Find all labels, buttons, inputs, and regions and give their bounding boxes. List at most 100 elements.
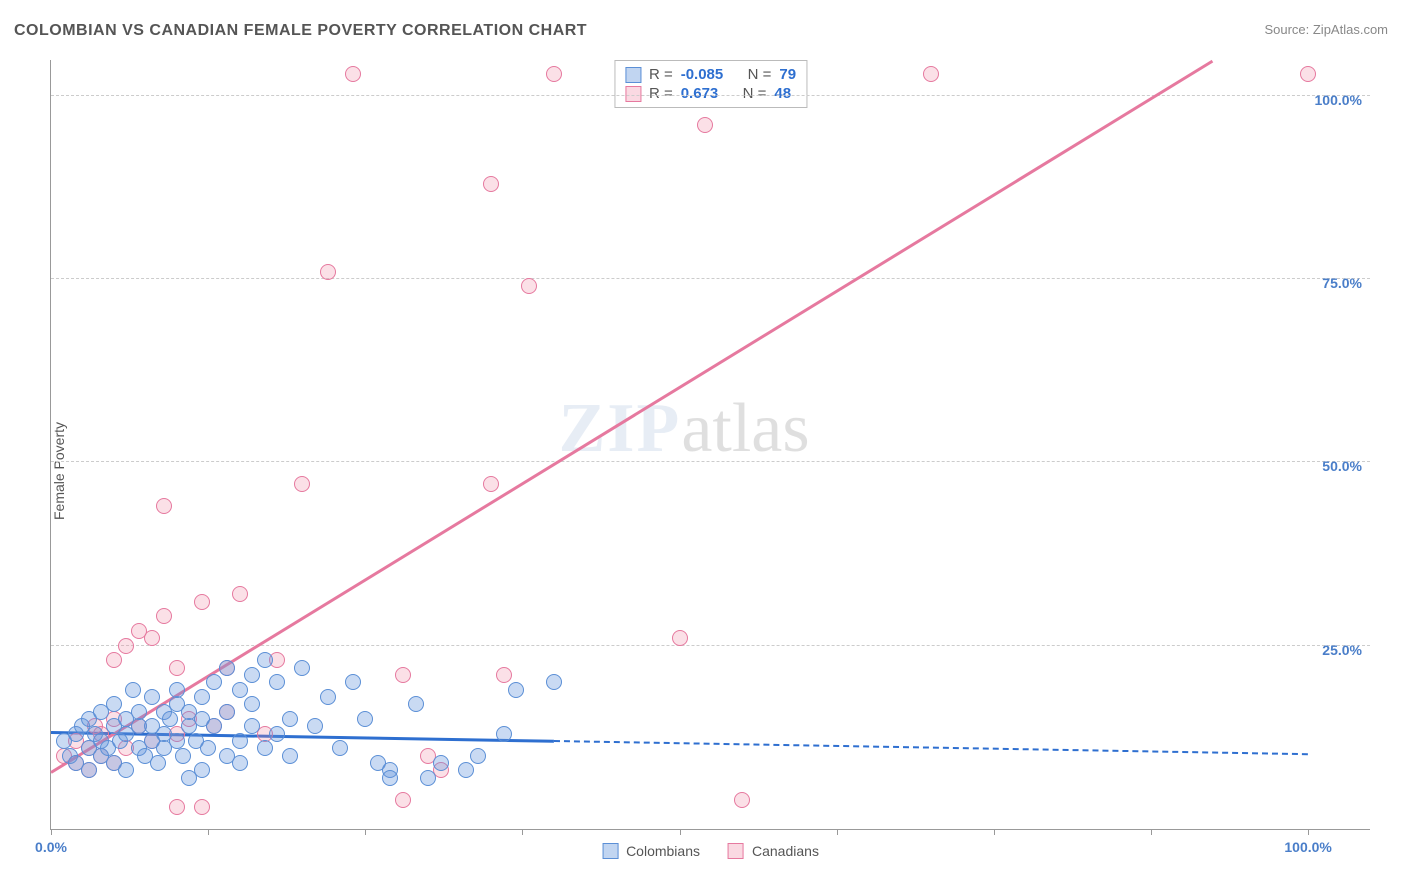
data-point xyxy=(345,66,361,82)
data-point xyxy=(106,696,122,712)
data-point xyxy=(125,682,141,698)
data-point xyxy=(395,667,411,683)
data-point xyxy=(144,630,160,646)
chart-area: ZIPatlas R =-0.085 N =79R =0.673 N =48 C… xyxy=(50,60,1370,830)
trend-line xyxy=(554,740,1308,755)
data-point xyxy=(169,660,185,676)
data-point xyxy=(320,264,336,280)
data-point xyxy=(332,740,348,756)
data-point xyxy=(156,498,172,514)
data-point xyxy=(697,117,713,133)
legend-item: Colombians xyxy=(602,843,700,859)
data-point xyxy=(546,66,562,82)
data-point xyxy=(282,748,298,764)
data-point xyxy=(408,696,424,712)
data-point xyxy=(420,770,436,786)
data-point xyxy=(175,748,191,764)
data-point xyxy=(546,674,562,690)
n-label: N = xyxy=(743,85,767,102)
swatch-icon xyxy=(602,843,618,859)
data-point xyxy=(470,748,486,764)
legend-item: Canadians xyxy=(728,843,819,859)
data-point xyxy=(219,704,235,720)
watermark: ZIPatlas xyxy=(559,389,810,469)
x-tick xyxy=(1308,829,1309,835)
data-point xyxy=(294,476,310,492)
x-tick xyxy=(365,829,366,835)
n-value: 48 xyxy=(774,85,791,102)
data-point xyxy=(194,594,210,610)
data-point xyxy=(483,476,499,492)
x-tick xyxy=(522,829,523,835)
data-point xyxy=(144,689,160,705)
n-value: 79 xyxy=(779,66,796,83)
data-point xyxy=(194,799,210,815)
data-point xyxy=(169,682,185,698)
data-point xyxy=(156,608,172,624)
gridline xyxy=(51,461,1370,462)
source-label: Source: ZipAtlas.com xyxy=(1264,22,1388,37)
swatch-icon xyxy=(625,67,641,83)
swatch-icon xyxy=(728,843,744,859)
data-point xyxy=(307,718,323,734)
data-point xyxy=(169,733,185,749)
data-point xyxy=(1300,66,1316,82)
x-tick xyxy=(994,829,995,835)
y-tick-label: 25.0% xyxy=(1322,642,1362,658)
r-value: 0.673 xyxy=(681,85,719,102)
data-point xyxy=(257,740,273,756)
data-point xyxy=(458,762,474,778)
data-point xyxy=(106,652,122,668)
data-point xyxy=(206,718,222,734)
gridline xyxy=(51,95,1370,96)
legend-label: Canadians xyxy=(752,843,819,859)
data-point xyxy=(232,682,248,698)
data-point xyxy=(118,638,134,654)
data-point xyxy=(232,733,248,749)
data-point xyxy=(244,696,260,712)
data-point xyxy=(483,176,499,192)
data-point xyxy=(269,674,285,690)
data-point xyxy=(118,762,134,778)
data-point xyxy=(282,711,298,727)
stats-box: R =-0.085 N =79R =0.673 N =48 xyxy=(614,60,807,108)
data-point xyxy=(194,689,210,705)
x-tick-label: 0.0% xyxy=(35,839,67,855)
swatch-icon xyxy=(625,86,641,102)
data-point xyxy=(194,762,210,778)
data-point xyxy=(200,740,216,756)
data-point xyxy=(357,711,373,727)
data-point xyxy=(81,762,97,778)
gridline xyxy=(51,645,1370,646)
data-point xyxy=(169,799,185,815)
stats-row: R = -0.085 N = 79 xyxy=(625,65,796,84)
data-point xyxy=(508,682,524,698)
data-point xyxy=(244,667,260,683)
r-value: -0.085 xyxy=(681,66,724,83)
data-point xyxy=(232,586,248,602)
r-label: R = xyxy=(649,66,673,83)
data-point xyxy=(496,726,512,742)
gridline xyxy=(51,278,1370,279)
data-point xyxy=(257,652,273,668)
data-point xyxy=(320,689,336,705)
stats-row: R =0.673 N =48 xyxy=(625,84,796,103)
legend: Colombians Canadians xyxy=(602,843,819,859)
x-tick-label: 100.0% xyxy=(1284,839,1331,855)
data-point xyxy=(395,792,411,808)
data-point xyxy=(345,674,361,690)
n-label: N = xyxy=(748,66,772,83)
plot-container: Female Poverty ZIPatlas R =-0.085 N =79R… xyxy=(0,50,1406,892)
data-point xyxy=(269,726,285,742)
data-point xyxy=(131,704,147,720)
data-point xyxy=(206,674,222,690)
data-point xyxy=(150,755,166,771)
y-tick-label: 100.0% xyxy=(1315,92,1362,108)
data-point xyxy=(162,711,178,727)
y-tick-label: 50.0% xyxy=(1322,458,1362,474)
data-point xyxy=(734,792,750,808)
data-point xyxy=(219,660,235,676)
data-point xyxy=(521,278,537,294)
data-point xyxy=(244,718,260,734)
data-point xyxy=(496,667,512,683)
